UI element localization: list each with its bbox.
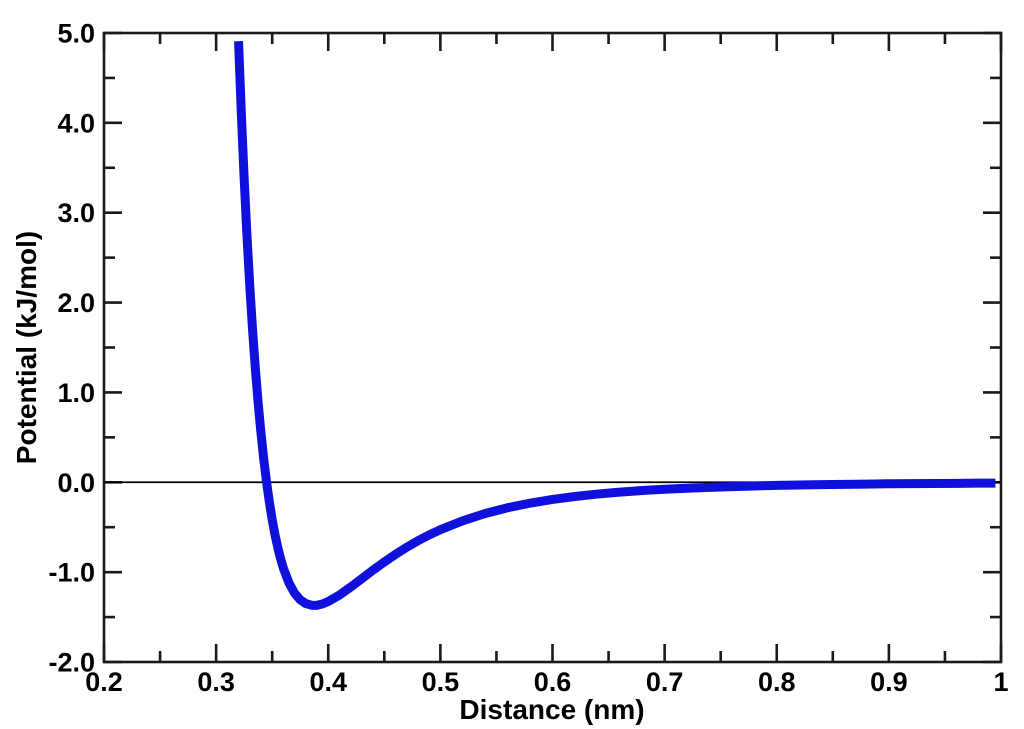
y-tick-label: -1.0 [48, 558, 95, 588]
x-tick-label: 0.8 [758, 667, 796, 697]
y-tick-label: 5.0 [57, 19, 95, 49]
x-tick-label: 0.3 [197, 667, 235, 697]
x-tick-label: 1 [993, 667, 1008, 697]
x-tick-label: 0.4 [309, 667, 347, 697]
x-tick-label: 0.6 [534, 667, 572, 697]
x-tick-label: 0.7 [646, 667, 684, 697]
y-tick-label: -2.0 [48, 648, 95, 678]
x-tick-label: 0.2 [85, 667, 123, 697]
potential-curve [234, 41, 996, 610]
tick-labels: 0.2 0.3 0.4 0.5 0.6 0.7 0.8 0.9 1 -2.0 -1.0 0.0 1.0 2… [48, 19, 1008, 698]
x-tick-label: 0.9 [870, 667, 908, 697]
x-axis-title: Distance (nm) [459, 694, 644, 725]
y-tick-label: 1.0 [57, 378, 95, 408]
y-tick-label: 3.0 [57, 198, 95, 228]
y-tick-label: 0.0 [57, 468, 95, 498]
plot-frame [102, 31, 1003, 664]
y-tick-label: 4.0 [57, 108, 95, 138]
y-tick-label: 2.0 [57, 288, 95, 318]
x-tick-label: 0.5 [422, 667, 460, 697]
y-axis-title: Potential (kJ/mol) [11, 231, 42, 464]
axis-ticks [102, 31, 1003, 664]
